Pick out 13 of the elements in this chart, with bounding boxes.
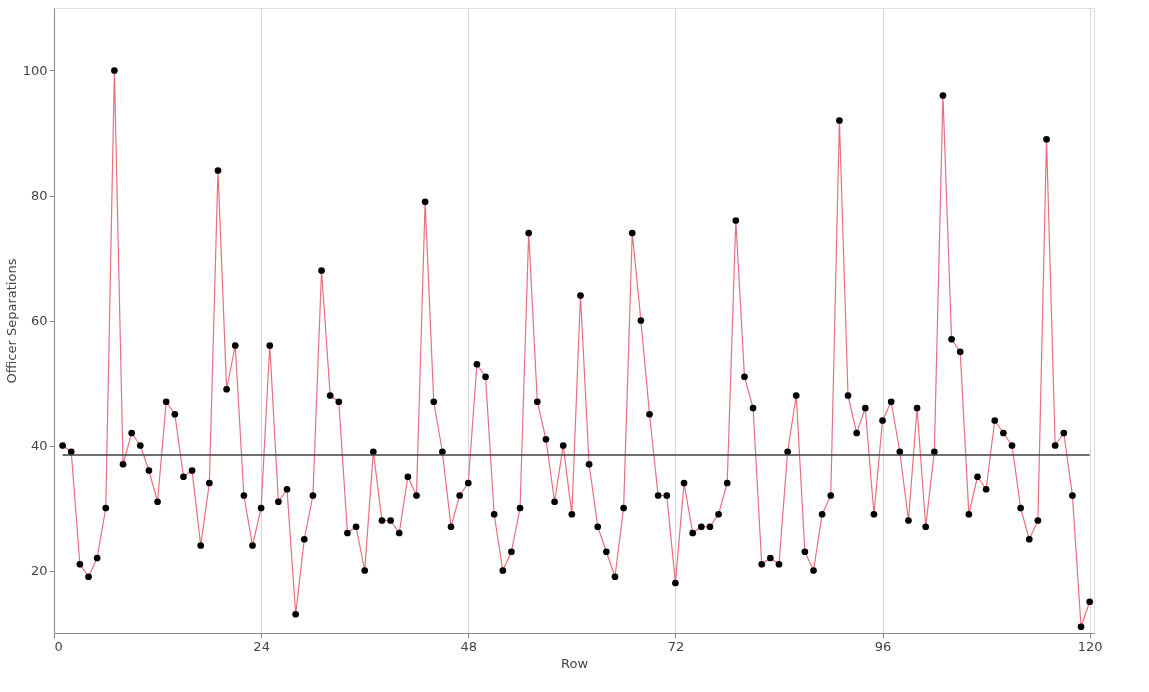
y-tick-label: 40 <box>30 438 48 453</box>
y-tick-label: 20 <box>30 563 48 578</box>
x-tick-label: 0 <box>54 638 63 654</box>
x-tick-label: 120 <box>1077 638 1103 654</box>
x-tick-label: 24 <box>253 638 270 654</box>
x-tick-label: 72 <box>667 638 685 654</box>
x-axis-title: Row <box>560 655 589 671</box>
x-tick-label: 48 <box>460 638 478 654</box>
x-tick-label: 96 <box>874 638 892 654</box>
y-axis-title: Officer Separations <box>3 258 19 384</box>
y-tick-label: 80 <box>30 188 48 203</box>
y-tick-label: 60 <box>30 313 48 328</box>
y-tick-label: 100 <box>22 63 48 78</box>
